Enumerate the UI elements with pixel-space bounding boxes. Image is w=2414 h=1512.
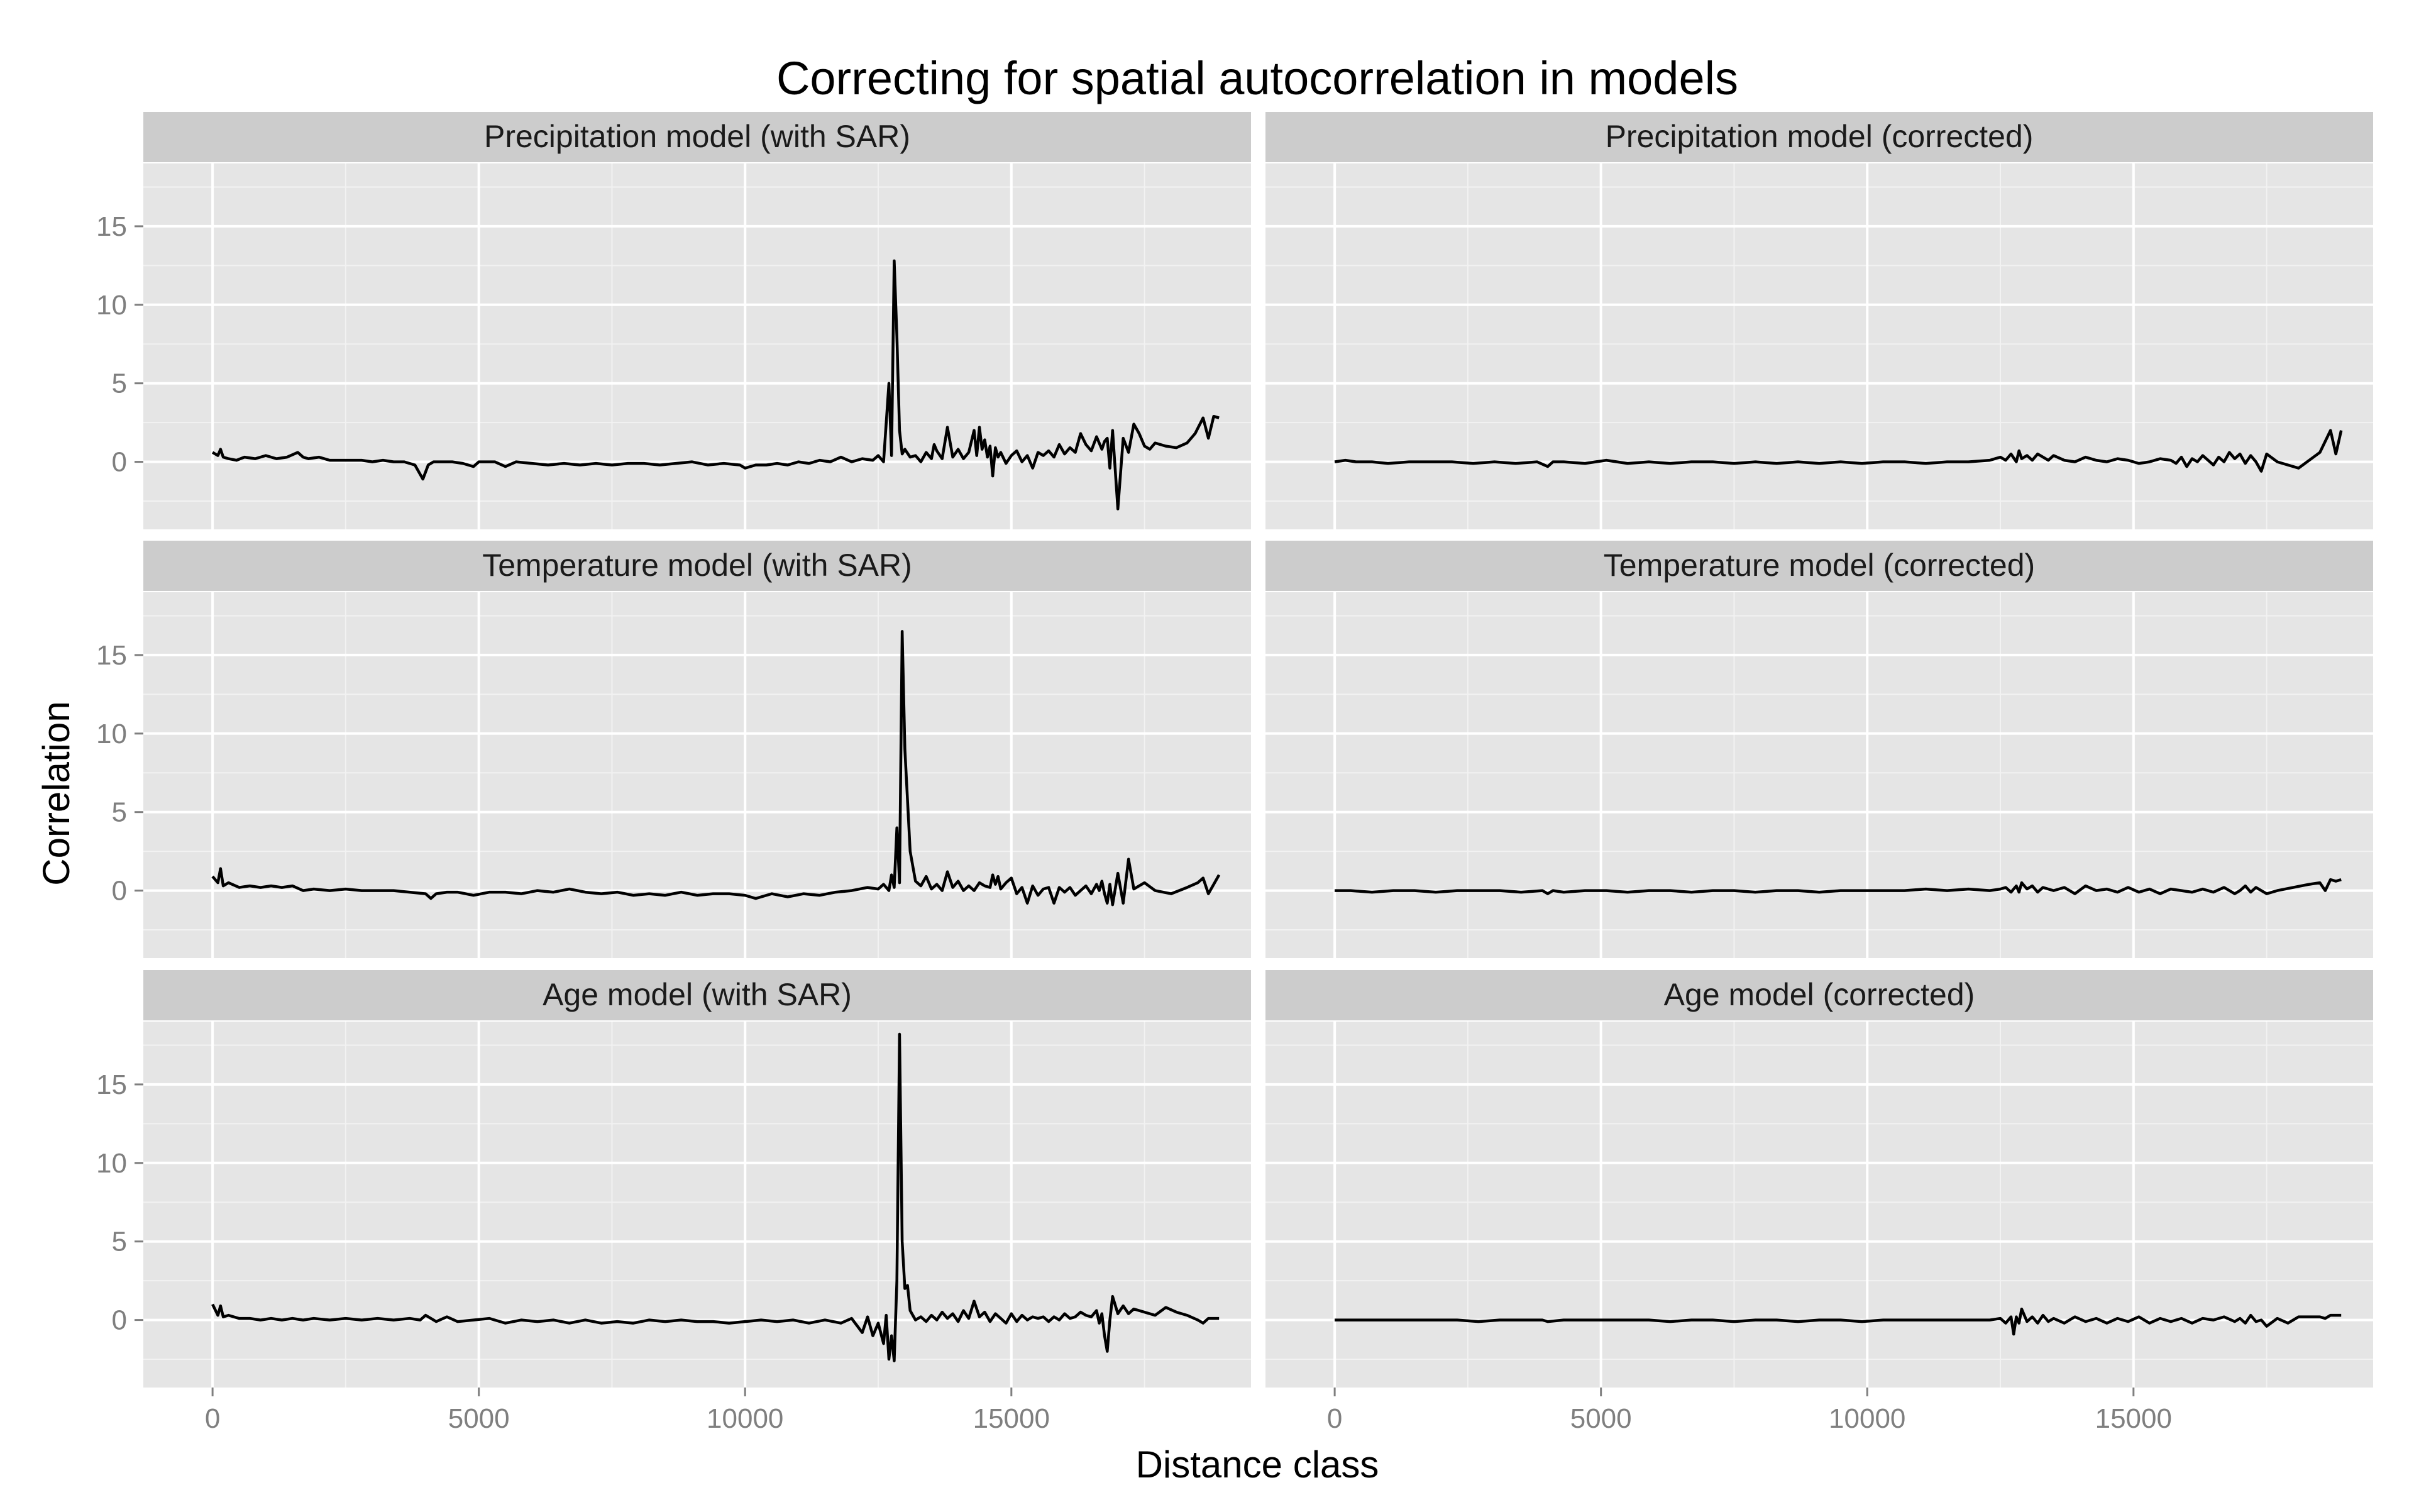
series-line xyxy=(211,630,1221,907)
facet-panel: Precipitation model (corrected) xyxy=(1265,112,2373,529)
facet-strip-label: Temperature model (corrected) xyxy=(1604,548,2035,583)
series-line xyxy=(1334,429,2343,473)
panel-background xyxy=(143,1022,1251,1388)
x-axis-title: Distance class xyxy=(1136,1443,1379,1486)
y-tick-label: 10 xyxy=(96,290,127,321)
x-tick-label: 10000 xyxy=(1829,1403,1905,1434)
panel-background xyxy=(143,592,1251,958)
y-tick-label: 0 xyxy=(112,1305,127,1336)
y-axis-title: Correlation xyxy=(35,701,77,885)
y-tick-label: 15 xyxy=(96,211,127,242)
x-tick-label: 15000 xyxy=(2095,1403,2172,1434)
x-tick-label: 10000 xyxy=(707,1403,783,1434)
y-tick-label: 15 xyxy=(96,1069,127,1100)
y-tick-label: 5 xyxy=(112,797,127,828)
facet-strip xyxy=(143,112,1251,162)
series-line xyxy=(1335,878,2342,895)
panel-background xyxy=(1265,163,2373,529)
facet-strip-label: Age model (corrected) xyxy=(1664,977,1975,1012)
facet-strip-label: Temperature model (with SAR) xyxy=(482,548,912,583)
facet-panel: Precipitation model (with SAR) 0 5 10 15 xyxy=(96,112,1251,529)
facet-strip xyxy=(1265,112,2373,162)
facet-strip xyxy=(143,541,1251,591)
facet-panel: Temperature model (with SAR) 0 5 10 15 xyxy=(96,541,1251,958)
facet-panels: Precipitation model (with SAR)051015Prec… xyxy=(96,112,2373,1434)
y-tick-label: 0 xyxy=(112,447,127,478)
facet-strip-label: Precipitation model (with SAR) xyxy=(484,119,910,154)
y-tick-label: 10 xyxy=(96,719,127,749)
series-line xyxy=(1335,1307,2342,1336)
facet-strip xyxy=(143,970,1251,1020)
y-tick-label: 5 xyxy=(112,368,127,399)
facet-panel: Age model (with SAR) 0 5 10 15 0 5000 10000 1500… xyxy=(96,970,1251,1434)
panel-background xyxy=(1265,1022,2373,1388)
series-line xyxy=(211,1032,1220,1362)
facet-strip-label: Precipitation model (corrected) xyxy=(1606,119,2034,154)
series-line xyxy=(211,259,1220,510)
x-tick-label: 5000 xyxy=(1570,1403,1632,1434)
facet-panel: Temperature model (corrected) xyxy=(1265,541,2373,958)
facet-strip xyxy=(1265,970,2373,1020)
x-tick-label: 0 xyxy=(205,1403,220,1434)
facet-strip xyxy=(1265,541,2373,591)
facet-strip-label: Age model (with SAR) xyxy=(543,977,852,1012)
x-tick-label: 5000 xyxy=(448,1403,510,1434)
panel-background xyxy=(1265,592,2373,958)
y-tick-label: 10 xyxy=(96,1148,127,1179)
x-tick-label: 15000 xyxy=(973,1403,1050,1434)
chart-title: Correcting for spatial autocorrelation i… xyxy=(776,52,1738,104)
facet-panel: Age model (corrected) 0 5000 10000 15000 xyxy=(1265,970,2373,1434)
y-tick-label: 15 xyxy=(96,640,127,671)
y-tick-label: 5 xyxy=(112,1227,127,1257)
x-tick-label: 0 xyxy=(1327,1403,1342,1434)
panel-background xyxy=(143,163,1251,529)
y-tick-label: 0 xyxy=(112,876,127,907)
